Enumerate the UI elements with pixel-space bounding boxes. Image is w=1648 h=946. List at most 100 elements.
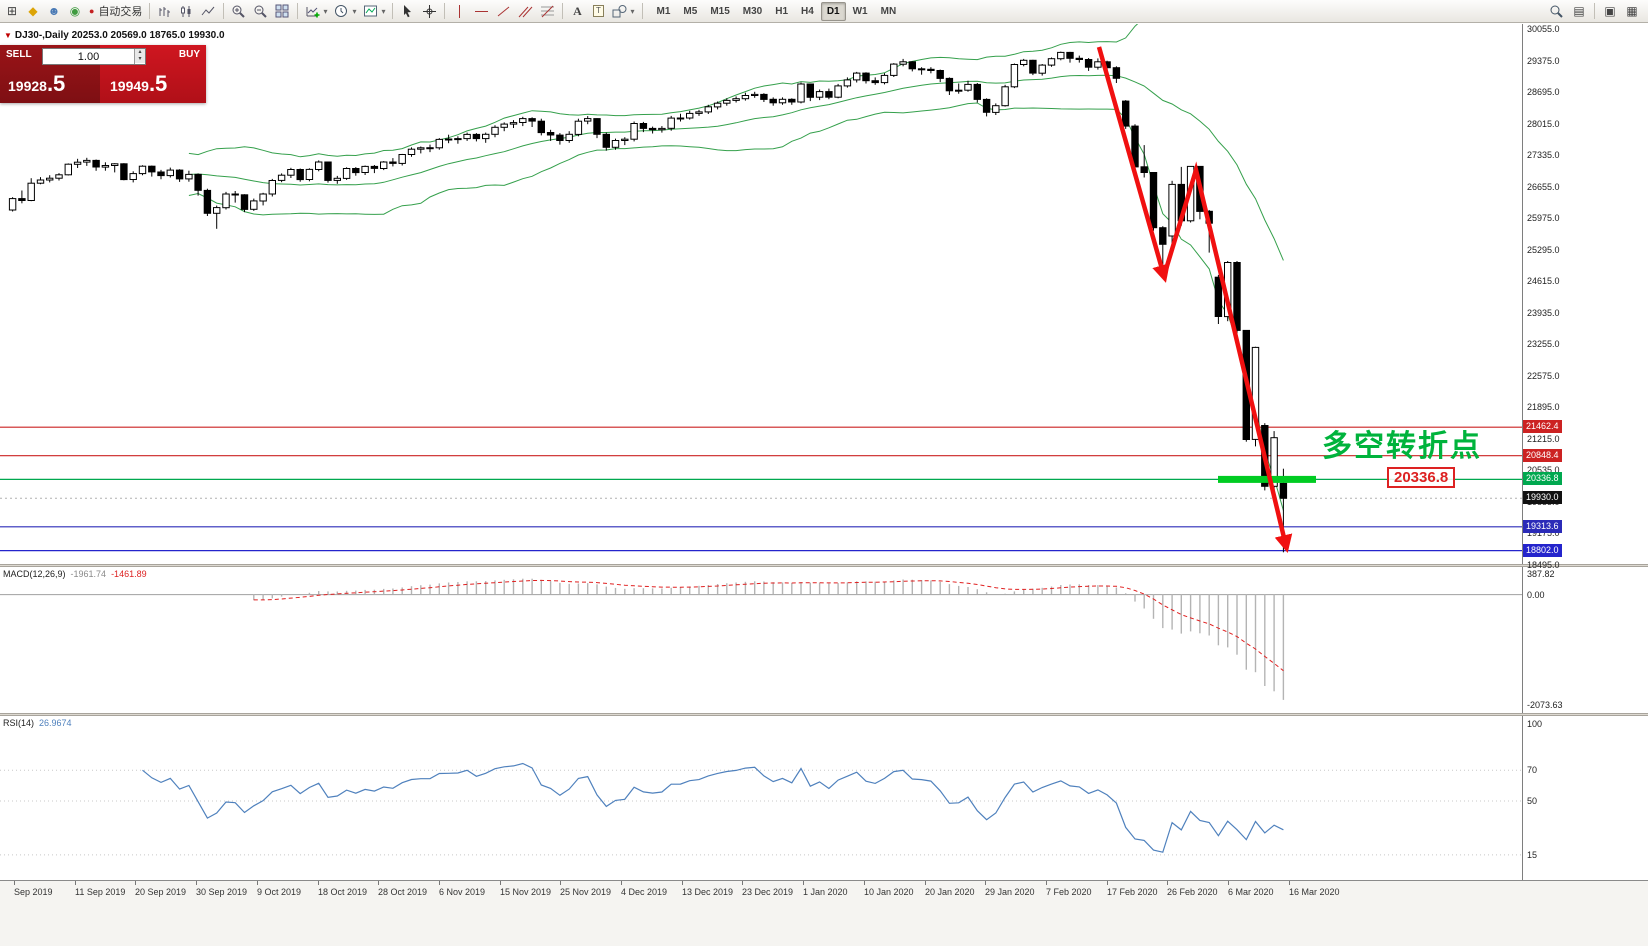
toolbar-separator [149,3,151,19]
charts-window-button[interactable]: ⊞ [2,1,22,21]
new-order-button[interactable]: ◆ [23,1,43,21]
text-label-button[interactable]: T [588,1,608,21]
new-chart-button[interactable]: ▾ [302,1,330,21]
line-chart-button[interactable] [198,1,219,21]
search-button[interactable] [1546,1,1567,21]
price-level-tag: 19313.6 [1523,520,1562,533]
tile-windows-button[interactable] [272,1,293,21]
periods-button[interactable]: ▾ [331,1,359,21]
time-axis-label: 17 Feb 2020 [1107,887,1158,897]
time-axis-tick [1107,881,1108,885]
zoom-out-button[interactable] [250,1,271,21]
text-button[interactable]: A [567,1,587,21]
price-tick-label: 29375.0 [1527,56,1560,66]
new-order-icon: ◆ [28,4,38,18]
macd-main-value: -1961.74 [70,569,107,579]
chart-title: ▼ DJ30-,Daily 20253.0 20569.0 18765.0 19… [4,30,225,41]
macd-label: MACD(12,26,9) -1961.74 -1461.89 [3,569,147,579]
time-axis-label: 11 Sep 2019 [75,887,126,897]
time-axis-tick [742,881,743,885]
rsi-indicator-panel[interactable] [0,716,1522,880]
channel-button[interactable] [515,1,536,21]
globe-icon: ◉ [69,4,81,18]
templates-button[interactable]: ▾ [360,1,388,21]
price-tick-label: 22575.0 [1527,371,1560,381]
time-axis-tick [985,881,986,885]
trendline-button[interactable] [493,1,514,21]
toolbar-separator [1594,3,1595,19]
autotrading-icon: ● [89,5,95,16]
data-window-button[interactable]: ▤ [1569,1,1589,21]
candlestick-icon [181,5,191,17]
time-axis-tick [1046,881,1047,885]
main-toolbar: ⊞ ◆ ☻ ◉ ● 自动交易 ▾ ▾ ▾ A T ▾ M1 M5 M15 M30 H1 H… [0,0,1648,23]
toolbar-separator [297,3,299,19]
time-axis-tick [500,881,501,885]
chevron-down-icon: ▾ [630,6,635,16]
timeframe-button-m15[interactable]: M15 [710,5,730,17]
timeframe-button-mn[interactable]: MN [880,5,897,17]
time-axis-tick [318,881,319,885]
panel-splitter[interactable] [0,713,1648,716]
timeframe-button-h1[interactable]: H1 [775,5,789,17]
sell-price: 19928.5 [8,71,66,96]
timeframe-button-m1[interactable]: M1 [656,5,671,17]
timeframe-button-m30[interactable]: M30 [742,5,763,17]
timeframe-button-m5[interactable]: M5 [683,5,698,17]
price-tick-label: 25975.0 [1527,213,1560,223]
macd-indicator-panel[interactable] [0,567,1522,713]
volume-down-button[interactable]: ▾ [135,56,145,63]
profile-icon: ☻ [47,4,61,18]
time-axis-label: 26 Feb 2020 [1167,887,1218,897]
chevron-down-icon: ▾ [323,6,328,16]
one-click-trading-panel: SELL 19928.5 BUY 19949.5 1.00 ▴ ▾ [0,45,206,103]
price-tick-label: 24615.0 [1527,276,1560,286]
timeframe-button-w1[interactable]: W1 [852,5,868,17]
toolbar-separator [223,3,225,19]
macd-signal-value: -1461.89 [111,569,147,579]
window-list-button[interactable]: ▣ [1600,1,1620,21]
timeframe-button-h4[interactable]: H4 [801,5,814,17]
time-axis[interactable]: Sep 2019 11 Sep 2019 20 Sep 2019 30 Sep 201… [0,880,1648,946]
horizontal-line-button[interactable] [471,1,492,21]
time-axis-label: 25 Nov 2019 [560,887,612,897]
timeframe-button-d1[interactable]: D1 [820,1,846,21]
price-level-tag: 21462.4 [1523,420,1562,433]
fibonacci-icon [541,5,555,17]
search-icon [1550,5,1563,18]
time-axis-tick [864,881,865,885]
price-tick-label: 27335.0 [1527,150,1560,160]
time-axis-label: 6 Mar 2020 [1228,887,1274,897]
candlestick-chart-button[interactable] [176,1,197,21]
price-tick-label: 26655.0 [1527,182,1560,192]
bar-chart-button[interactable] [154,1,175,21]
shapes-button[interactable]: ▾ [609,1,637,21]
panel-splitter[interactable] [0,564,1648,567]
volume-input[interactable]: 1.00 ▴ ▾ [42,48,146,65]
price-tick-label: 30055.0 [1527,24,1560,34]
zoom-in-icon [232,5,246,18]
window-grid-button[interactable]: ▦ [1622,1,1642,21]
tile-windows-icon [275,4,289,17]
community-button[interactable]: ◉ [65,1,85,21]
cursor-button[interactable] [397,1,418,21]
vertical-line-button[interactable] [449,1,470,21]
rsi-axis-label: 70 [1527,765,1538,775]
candlestick-chart[interactable] [0,24,1522,564]
zoom-in-button[interactable] [228,1,249,21]
fibonacci-button[interactable] [537,1,558,21]
volume-up-button[interactable]: ▴ [135,49,145,56]
accounts-button[interactable]: ☻ [44,1,64,21]
time-axis-tick [1167,881,1168,885]
chart-title-text: DJ30-,Daily 20253.0 20569.0 18765.0 1993… [14,30,225,41]
rsi-name: RSI(14) [3,718,35,728]
time-axis-tick [1289,881,1290,885]
crosshair-button[interactable] [419,1,440,21]
time-axis-label: 23 Dec 2019 [742,887,794,897]
price-tick-label: 20535.0 [1527,465,1560,475]
price-tick-label: 21215.0 [1527,434,1560,444]
autotrading-button[interactable]: ● 自动交易 [86,1,145,21]
time-axis-label: Sep 2019 [14,887,53,897]
sell-label: SELL [6,49,32,60]
text-label-icon: T [593,5,604,17]
